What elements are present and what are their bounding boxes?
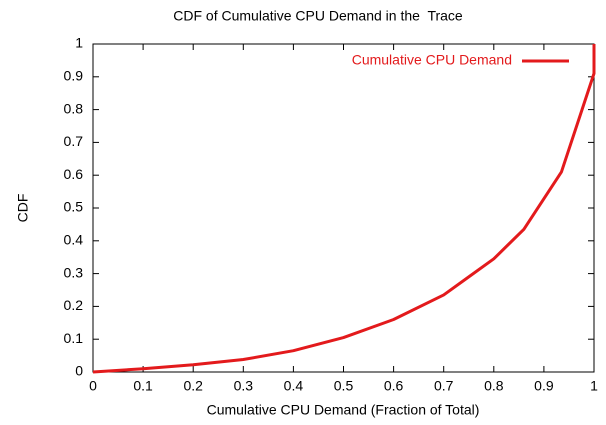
- data-line: [92, 44, 596, 374]
- x-tick-label: 0.5: [334, 378, 354, 394]
- y-tick-label: 0.9: [64, 68, 84, 84]
- x-tick-label: 0.8: [484, 378, 504, 394]
- y-tick-label: 0.1: [64, 330, 84, 346]
- chart-title: CDF of Cumulative CPU Demand in the Trac…: [173, 8, 463, 24]
- plot-frame: [92, 43, 595, 373]
- y-axis-label: CDF: [15, 194, 31, 223]
- x-tick-label: 0.6: [384, 378, 404, 394]
- y-tick-label: 0.7: [64, 133, 84, 149]
- y-tick-label: 0.6: [64, 166, 84, 182]
- x-axis-label: Cumulative CPU Demand (Fraction of Total…: [207, 402, 480, 418]
- x-tick-label: 0.2: [183, 378, 203, 394]
- x-tick-label: 0.3: [234, 378, 254, 394]
- y-tick-label: 0.5: [64, 199, 84, 215]
- legend-label: Cumulative CPU Demand: [352, 52, 512, 68]
- y-tick-label: 0.3: [64, 264, 84, 280]
- y-tick-label: 0.2: [64, 297, 84, 313]
- y-tick-label: 0: [75, 363, 83, 379]
- x-tick-label: 0.7: [434, 378, 454, 394]
- x-tick-label: 0.4: [284, 378, 304, 394]
- y-tick-label: 1: [75, 35, 83, 51]
- y-tick-label: 0.4: [64, 232, 84, 248]
- x-tick-label: 1: [590, 378, 598, 394]
- x-tick-label: 0.9: [534, 378, 554, 394]
- x-tick-label: 0.1: [133, 378, 153, 394]
- x-tick-label: 0: [89, 378, 97, 394]
- y-tick-label: 0.8: [64, 100, 84, 116]
